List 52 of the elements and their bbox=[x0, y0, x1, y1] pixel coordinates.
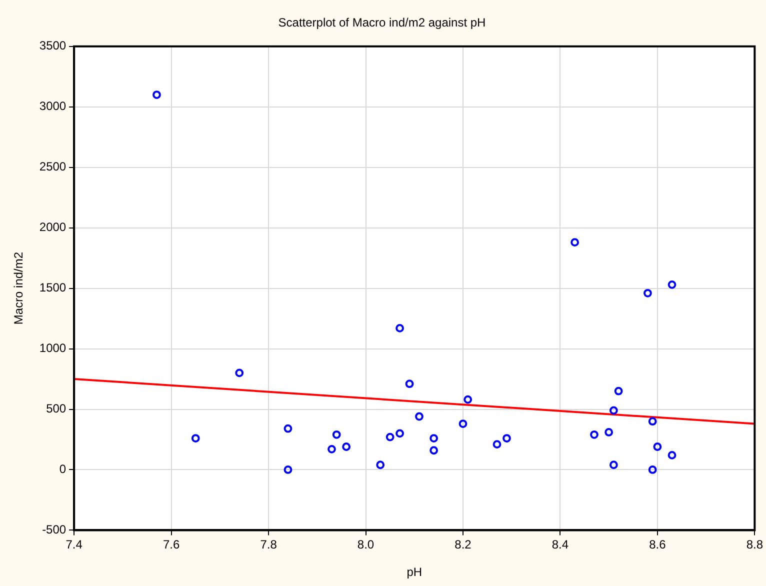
point bbox=[609, 460, 618, 470]
point bbox=[191, 434, 200, 442]
point bbox=[648, 417, 657, 426]
point bbox=[604, 428, 614, 436]
x-tick-label: 8.4 bbox=[552, 538, 569, 552]
point bbox=[668, 280, 676, 289]
x-tick-label: 8.6 bbox=[649, 538, 666, 552]
y-tick-label: 1000 bbox=[39, 341, 66, 356]
point bbox=[430, 446, 438, 455]
point bbox=[653, 442, 662, 451]
point bbox=[502, 434, 511, 442]
point bbox=[386, 432, 394, 442]
point bbox=[405, 380, 414, 388]
point bbox=[328, 444, 336, 454]
x-tick-label: 8.0 bbox=[357, 538, 374, 552]
y-tick-label: 2500 bbox=[39, 160, 66, 174]
point bbox=[590, 430, 598, 439]
y-tick-label: 2000 bbox=[39, 220, 66, 234]
point bbox=[492, 440, 502, 449]
point bbox=[284, 424, 292, 433]
point bbox=[396, 324, 404, 332]
y-tick-label: 3500 bbox=[39, 38, 66, 53]
point bbox=[644, 288, 652, 298]
x-tick-label: 8.2 bbox=[454, 538, 472, 552]
point bbox=[464, 395, 472, 404]
point bbox=[614, 386, 623, 396]
point bbox=[415, 412, 424, 421]
chart-title: Scatterplot of Macro ind/m2 against pH bbox=[278, 16, 486, 30]
point bbox=[332, 430, 341, 439]
x-tick-label: 7.6 bbox=[162, 538, 180, 552]
point bbox=[284, 466, 292, 474]
point bbox=[376, 460, 385, 470]
y-tick-label: 0 bbox=[59, 462, 66, 476]
point bbox=[648, 466, 657, 474]
point bbox=[430, 434, 438, 442]
point bbox=[342, 442, 351, 451]
point bbox=[570, 238, 579, 247]
point bbox=[668, 451, 676, 460]
point bbox=[609, 406, 618, 415]
y-tick-label: 3000 bbox=[39, 99, 66, 114]
x-tick-label: 7.8 bbox=[260, 538, 278, 552]
y-tick-label: -500 bbox=[42, 522, 66, 537]
x-tick-label: 8.8 bbox=[746, 538, 764, 552]
point bbox=[396, 429, 404, 438]
y-tick-label: 500 bbox=[46, 402, 66, 416]
x-tick-label: 7.4 bbox=[66, 538, 83, 552]
x-axis-title: pH bbox=[406, 565, 422, 580]
point bbox=[458, 420, 468, 428]
y-tick-label: 1500 bbox=[39, 280, 66, 295]
point bbox=[152, 90, 161, 99]
point bbox=[235, 368, 244, 378]
y-axis-title: Macro ind/m2 bbox=[12, 252, 26, 325]
